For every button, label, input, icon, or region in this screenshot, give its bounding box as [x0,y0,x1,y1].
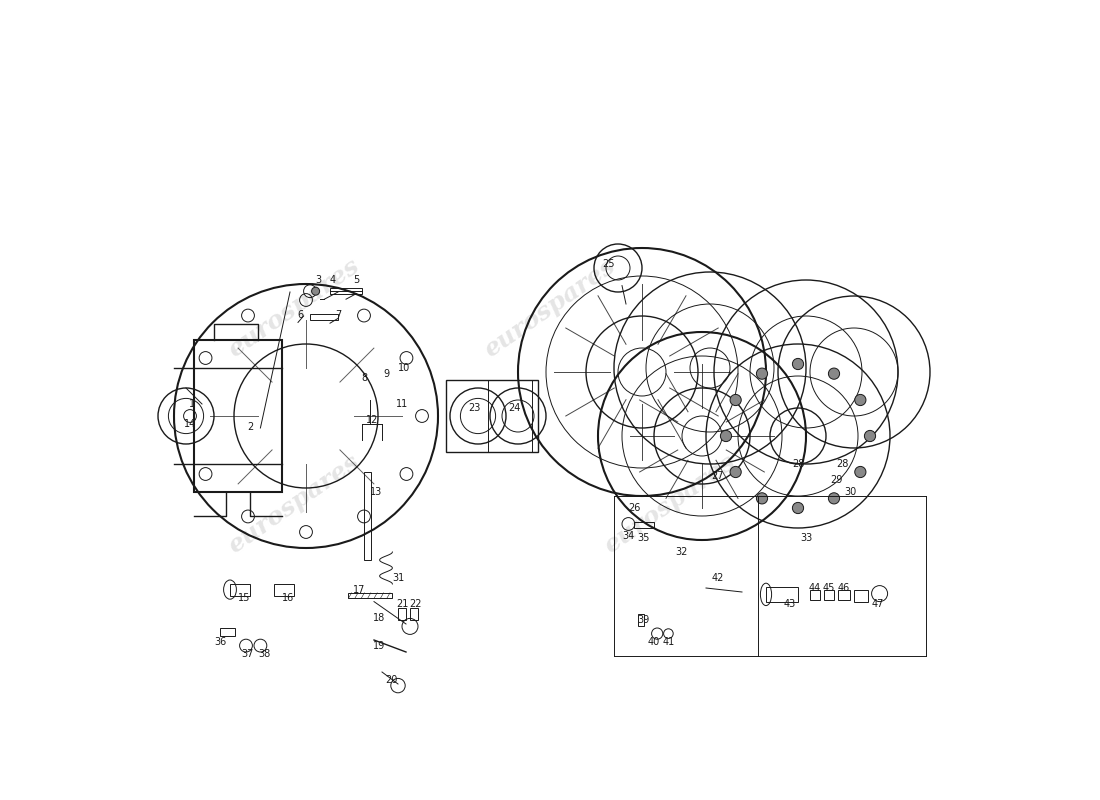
Text: 45: 45 [823,583,835,593]
Text: 47: 47 [872,599,884,609]
Text: 46: 46 [837,583,849,593]
Bar [810,590,820,600]
Bar [398,608,406,620]
Text: 16: 16 [283,594,295,603]
Text: 24: 24 [508,403,520,413]
Text: 22: 22 [409,599,422,609]
Bar [488,380,532,452]
Text: 31: 31 [392,573,404,582]
Circle shape [730,394,741,406]
Bar [634,522,654,528]
Circle shape [311,287,320,295]
Bar [274,584,294,596]
Text: 43: 43 [784,599,796,609]
Text: 23: 23 [468,403,481,413]
Text: eurospares: eurospares [223,450,364,558]
Text: 10: 10 [398,363,410,373]
Bar [330,288,362,294]
Circle shape [865,430,876,442]
Text: 28: 28 [836,459,848,469]
Text: 9: 9 [383,369,389,378]
Text: 14: 14 [184,419,196,429]
Bar [349,593,393,598]
Circle shape [792,358,804,370]
Text: 18: 18 [373,613,385,622]
Bar [220,628,234,636]
Text: 30: 30 [844,487,856,497]
Text: 1: 1 [188,399,195,409]
Text: eurospares: eurospares [600,450,740,558]
Bar [446,380,538,452]
Text: 2: 2 [246,422,253,432]
Text: 38: 38 [258,649,271,658]
Bar [410,608,418,620]
Text: 44: 44 [808,583,821,593]
Text: 37: 37 [241,649,254,658]
Text: 4: 4 [329,275,336,285]
Circle shape [828,368,839,379]
Text: 39: 39 [638,615,650,625]
Circle shape [828,493,839,504]
Text: 28: 28 [792,459,804,469]
Text: 20: 20 [385,675,398,685]
Bar [194,340,282,492]
Text: 15: 15 [239,594,251,603]
Bar [364,472,371,560]
Bar [824,590,834,600]
Text: 25: 25 [602,259,615,269]
Text: 41: 41 [662,638,674,647]
Circle shape [792,502,804,514]
Circle shape [757,493,768,504]
Bar [766,587,797,602]
Text: 19: 19 [373,642,385,651]
Circle shape [720,430,732,442]
Bar [838,590,850,600]
Text: 34: 34 [623,531,635,541]
Text: 36: 36 [214,637,227,646]
Text: 33: 33 [800,534,812,543]
Text: 40: 40 [648,637,660,646]
Bar [230,584,250,596]
Bar [310,314,338,320]
Text: eurospares: eurospares [223,254,364,362]
Text: 35: 35 [637,533,650,542]
Text: eurospares: eurospares [480,254,620,362]
Bar [638,614,644,626]
Text: 11: 11 [396,399,408,409]
Text: 12: 12 [366,415,378,425]
Text: 21: 21 [396,599,408,609]
Text: 8: 8 [361,373,367,382]
Text: 5: 5 [353,275,360,285]
Text: 29: 29 [830,475,843,485]
Text: 32: 32 [675,547,689,557]
Text: 6: 6 [297,310,304,320]
Text: 13: 13 [371,487,383,497]
Text: 26: 26 [628,503,640,513]
Text: 27: 27 [712,471,724,481]
Circle shape [730,466,741,478]
Text: 7: 7 [336,310,342,320]
Text: 42: 42 [712,573,724,582]
Circle shape [855,466,866,478]
Text: 17: 17 [353,585,366,594]
Circle shape [855,394,866,406]
Bar [854,590,868,602]
Circle shape [757,368,768,379]
Text: 3: 3 [315,275,321,285]
